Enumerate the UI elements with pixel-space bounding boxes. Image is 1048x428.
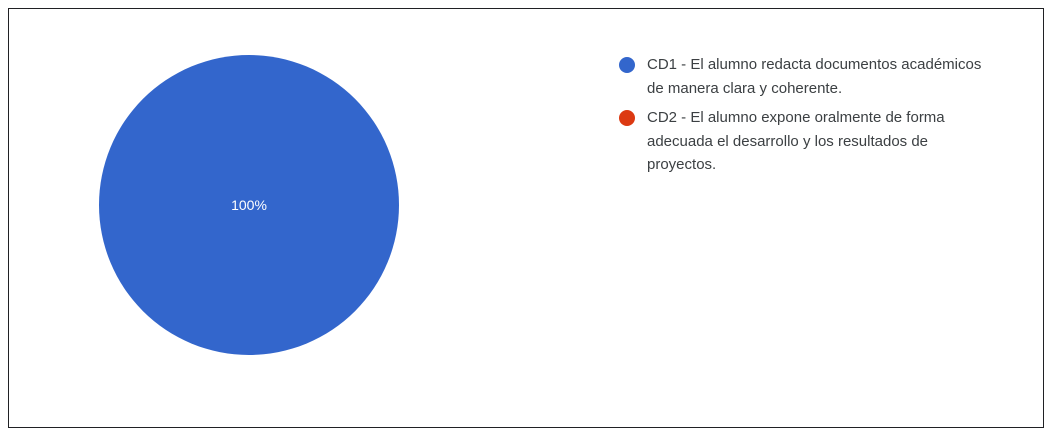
legend-dot-icon bbox=[619, 57, 635, 73]
legend-label: CD1 - El alumno redacta documentos acadé… bbox=[647, 56, 982, 97]
legend-item-1[interactable]: CD1 - El alumno redacta documentos acadé… bbox=[619, 53, 999, 100]
legend: CD1 - El alumno redacta documentos acadé… bbox=[619, 53, 999, 183]
legend-item-2[interactable]: CD2 - El alumno expone oralmente de form… bbox=[619, 106, 999, 177]
pie-chart: 100% bbox=[99, 55, 399, 355]
slice-label-1: 100% bbox=[231, 197, 267, 213]
legend-label: CD2 - El alumno expone oralmente de form… bbox=[647, 109, 945, 173]
pie-slice-1 bbox=[99, 55, 399, 355]
chart-card: 100% CD1 - El alumno redacta documentos … bbox=[8, 8, 1044, 428]
legend-dot-icon bbox=[619, 110, 635, 126]
pie-svg: 100% bbox=[99, 55, 399, 355]
